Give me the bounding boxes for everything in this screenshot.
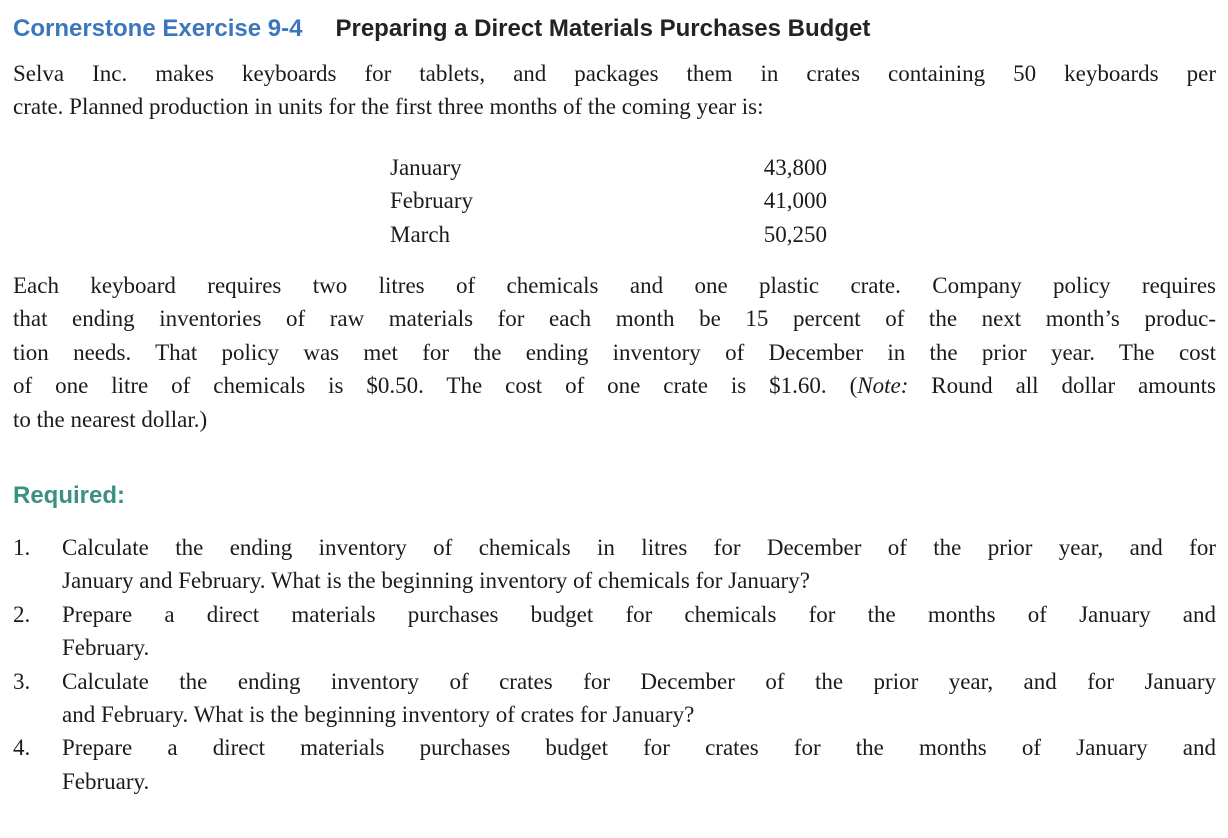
exercise-number-label: Cornerstone Exercise 9-4 <box>13 15 303 42</box>
list-item-line: Prepare a direct materials purchases bud… <box>62 601 1216 627</box>
exercise-title: Preparing a Direct Materials Purchases B… <box>335 15 871 42</box>
list-item-line: February. <box>62 635 150 661</box>
list-item-number: 2. <box>13 601 31 627</box>
details-paragraph: Each keyboard requires two litres of che… <box>13 269 1216 436</box>
list-item-line: Prepare a direct materials purchases bud… <box>62 735 1216 761</box>
paragraph-line: Each keyboard requires two litres of che… <box>13 273 1216 298</box>
note-word: Note: <box>857 373 909 399</box>
list-item: 4. Prepare a direct materials purchases … <box>13 731 1216 798</box>
paragraph-line-with-note: of one litre of chemicals is $0.50. The … <box>13 369 1216 402</box>
list-item-line: January and February. What is the beginn… <box>62 568 810 594</box>
list-item: 1. Calculate the ending inventory of che… <box>13 531 1216 598</box>
list-item-text: Prepare a direct materials purchases bud… <box>62 598 1216 665</box>
note-line-post: Round all dollar amounts <box>908 373 1216 399</box>
paragraph-line: Selva Inc. makes keyboards for tablets, … <box>13 61 1216 86</box>
exercise-heading: Cornerstone Exercise 9-4 Preparing a Dire… <box>13 12 1216 45</box>
paragraph-line: to the nearest dollar.) <box>13 406 208 432</box>
required-heading: Required: <box>13 482 126 509</box>
requirements-list: 1. Calculate the ending inventory of che… <box>13 531 1216 798</box>
month-label: February <box>390 188 474 214</box>
list-item-number: 4. <box>13 735 31 761</box>
list-item-line: and February. What is the beginning inve… <box>62 702 695 728</box>
intro-paragraph: Selva Inc. makes keyboards for tablets, … <box>13 57 1216 124</box>
table-row: February 41,000 <box>390 184 827 217</box>
list-item-line: February. <box>62 768 150 794</box>
list-item: 3. Calculate the ending inventory of cra… <box>13 665 1216 732</box>
list-item-line: Calculate the ending inventory of crates… <box>62 668 1216 694</box>
units-value: 43,800 <box>763 155 827 180</box>
paragraph-line: crate. Planned production in units for t… <box>13 94 764 120</box>
paragraph-line: tion needs. That policy was met for the … <box>13 339 1216 365</box>
note-line-pre: of one litre of chemicals is $0.50. The … <box>13 373 858 399</box>
list-item-text: Prepare a direct materials purchases bud… <box>62 731 1216 798</box>
table-row: January 43,800 <box>390 151 827 184</box>
production-schedule-table: January 43,800 February 41,000 March 50,… <box>390 151 827 251</box>
list-item: 2. Prepare a direct materials purchases … <box>13 598 1216 665</box>
table-row: March 50,250 <box>390 218 827 251</box>
list-item-line: Calculate the ending inventory of chemic… <box>62 535 1216 560</box>
paragraph-line: that ending inventories of raw materials… <box>13 306 1216 332</box>
month-label: January <box>390 155 462 180</box>
list-item-text: Calculate the ending inventory of crates… <box>62 665 1216 732</box>
units-value: 41,000 <box>763 188 827 214</box>
list-item-text: Calculate the ending inventory of chemic… <box>62 531 1216 598</box>
list-item-number: 3. <box>13 668 31 694</box>
list-item-number: 1. <box>13 535 31 560</box>
units-value: 50,250 <box>763 221 827 247</box>
month-label: March <box>390 221 451 247</box>
